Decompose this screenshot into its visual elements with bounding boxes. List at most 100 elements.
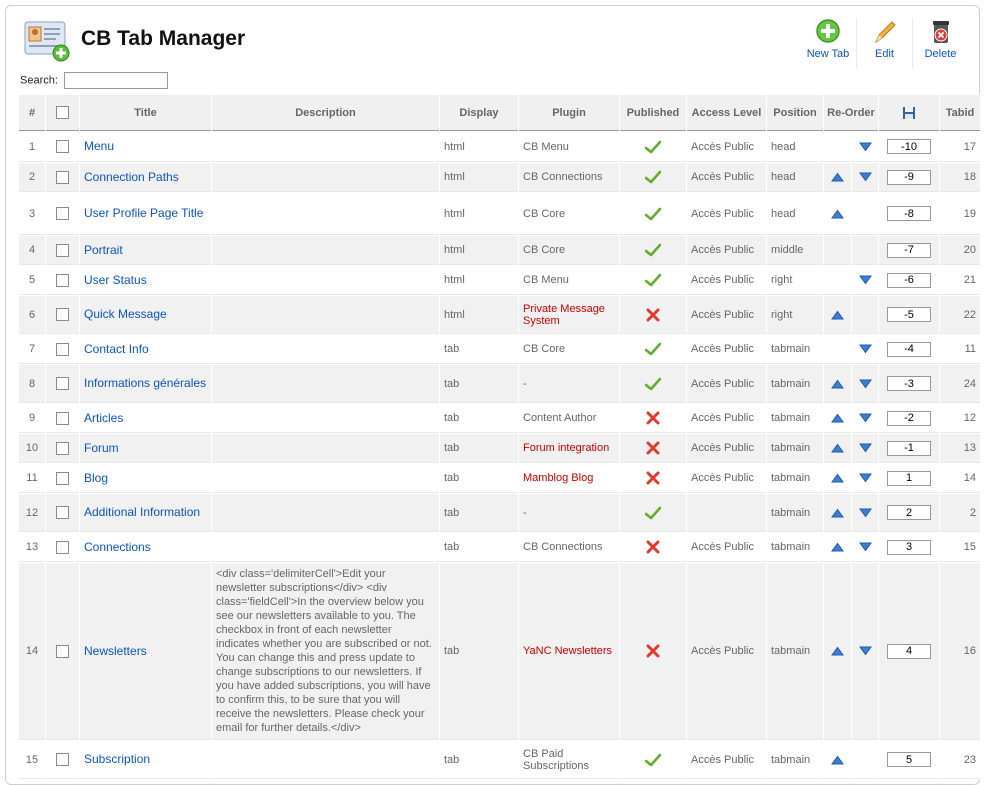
unpublished-x-icon[interactable] — [645, 441, 661, 455]
row-checkbox[interactable] — [56, 471, 69, 485]
order-input[interactable] — [887, 643, 931, 659]
order-input[interactable] — [887, 752, 931, 767]
order-input[interactable] — [887, 169, 931, 185]
tab-title-link[interactable]: Blog — [84, 470, 109, 485]
row-number: 11 — [19, 464, 45, 493]
move-down-icon[interactable] — [858, 508, 872, 518]
published-check-icon[interactable] — [645, 753, 661, 767]
col-position[interactable]: Position — [767, 95, 823, 131]
move-up-icon[interactable] — [831, 443, 844, 453]
tab-title-link[interactable]: Informations générales — [84, 376, 207, 390]
order-input[interactable] — [887, 206, 931, 221]
tab-title-link[interactable]: Connection Paths — [84, 169, 179, 184]
row-checkbox[interactable] — [56, 644, 69, 658]
order-input[interactable] — [887, 470, 931, 486]
row-description — [212, 434, 439, 463]
row-checkbox[interactable] — [56, 243, 69, 257]
row-checkbox[interactable] — [56, 441, 69, 455]
move-down-icon[interactable] — [858, 646, 872, 656]
move-down-icon[interactable] — [858, 443, 872, 453]
move-up-icon[interactable] — [831, 379, 844, 389]
move-down-icon[interactable] — [858, 275, 872, 285]
row-checkbox[interactable] — [56, 540, 69, 554]
search-input[interactable] — [63, 72, 168, 89]
move-up-icon[interactable] — [831, 755, 844, 765]
order-input[interactable] — [887, 410, 931, 426]
tab-title-link[interactable]: User Status — [84, 272, 147, 287]
col-tabid[interactable]: Tabid — [940, 95, 980, 131]
move-up-icon[interactable] — [831, 646, 844, 656]
published-check-icon[interactable] — [645, 273, 661, 287]
move-down-icon[interactable] — [858, 379, 872, 389]
row-checkbox[interactable] — [56, 377, 69, 390]
tab-title-link[interactable]: Articles — [84, 410, 124, 425]
unpublished-x-icon[interactable] — [645, 644, 661, 658]
order-input[interactable] — [887, 376, 931, 391]
tab-title-link[interactable]: Additional Information — [84, 505, 201, 519]
move-up-icon[interactable] — [831, 209, 844, 219]
published-check-icon[interactable] — [645, 506, 661, 520]
tab-title-link[interactable]: Forum — [84, 440, 119, 455]
col-plugin[interactable]: Plugin — [519, 95, 619, 131]
order-input[interactable] — [887, 539, 931, 555]
order-input[interactable] — [887, 272, 931, 288]
move-up-icon[interactable] — [831, 473, 844, 483]
tab-title-link[interactable]: Quick Message — [84, 307, 167, 321]
row-checkbox[interactable] — [56, 753, 69, 766]
move-up-icon[interactable] — [831, 508, 844, 518]
col-display[interactable]: Display — [440, 95, 518, 131]
order-input[interactable] — [887, 307, 931, 322]
row-published-cell — [620, 296, 686, 334]
tab-title-link[interactable]: Menu — [84, 139, 115, 153]
tab-title-link[interactable]: Newsletters — [84, 643, 147, 658]
move-down-icon[interactable] — [858, 413, 872, 423]
save-icon[interactable] — [902, 106, 916, 120]
published-check-icon[interactable] — [645, 207, 661, 221]
col-title[interactable]: Title — [80, 95, 211, 131]
col-access-level[interactable]: Access Level — [687, 95, 766, 131]
published-check-icon[interactable] — [645, 140, 661, 154]
published-check-icon[interactable] — [645, 243, 661, 257]
tab-title-link[interactable]: Portrait — [84, 242, 123, 257]
col-published[interactable]: Published — [620, 95, 686, 131]
delete-button[interactable]: Delete — [912, 18, 968, 68]
new-tab-button[interactable]: New Tab — [800, 18, 856, 68]
move-up-icon[interactable] — [831, 413, 844, 423]
row-checkbox[interactable] — [56, 207, 69, 220]
tab-title-link[interactable]: Connections — [84, 539, 151, 554]
order-input[interactable] — [887, 440, 931, 456]
order-input[interactable] — [887, 242, 931, 258]
tab-title-link[interactable]: Contact Info — [84, 341, 149, 356]
row-checkbox[interactable] — [56, 342, 69, 356]
edit-button[interactable]: Edit — [856, 18, 912, 68]
move-up-icon[interactable] — [831, 172, 844, 182]
move-down-icon[interactable] — [858, 172, 872, 182]
published-check-icon[interactable] — [645, 377, 661, 391]
move-down-icon[interactable] — [858, 542, 872, 552]
published-check-icon[interactable] — [645, 342, 661, 356]
col-description[interactable]: Description — [212, 95, 439, 131]
published-check-icon[interactable] — [645, 170, 661, 184]
order-input[interactable] — [887, 505, 931, 520]
order-input[interactable] — [887, 139, 931, 154]
tab-title-link[interactable]: Subscription — [84, 752, 151, 766]
row-checkbox[interactable] — [56, 273, 69, 287]
tab-title-link[interactable]: User Profile Page Title — [84, 206, 204, 220]
move-down-icon[interactable] — [858, 142, 872, 152]
unpublished-x-icon[interactable] — [645, 411, 661, 425]
move-up-icon[interactable] — [831, 310, 844, 320]
row-checkbox[interactable] — [56, 170, 69, 184]
move-down-icon[interactable] — [858, 473, 872, 483]
row-checkbox[interactable] — [56, 140, 69, 153]
unpublished-x-icon[interactable] — [645, 308, 661, 322]
move-down-icon[interactable] — [858, 344, 872, 354]
row-access-level: Accès Public — [687, 464, 766, 493]
row-checkbox[interactable] — [56, 411, 69, 425]
order-input[interactable] — [887, 341, 931, 357]
unpublished-x-icon[interactable] — [645, 540, 661, 554]
row-checkbox[interactable] — [56, 308, 69, 321]
row-checkbox[interactable] — [56, 506, 69, 519]
unpublished-x-icon[interactable] — [645, 471, 661, 485]
select-all-checkbox[interactable] — [56, 106, 69, 119]
move-up-icon[interactable] — [831, 542, 844, 552]
